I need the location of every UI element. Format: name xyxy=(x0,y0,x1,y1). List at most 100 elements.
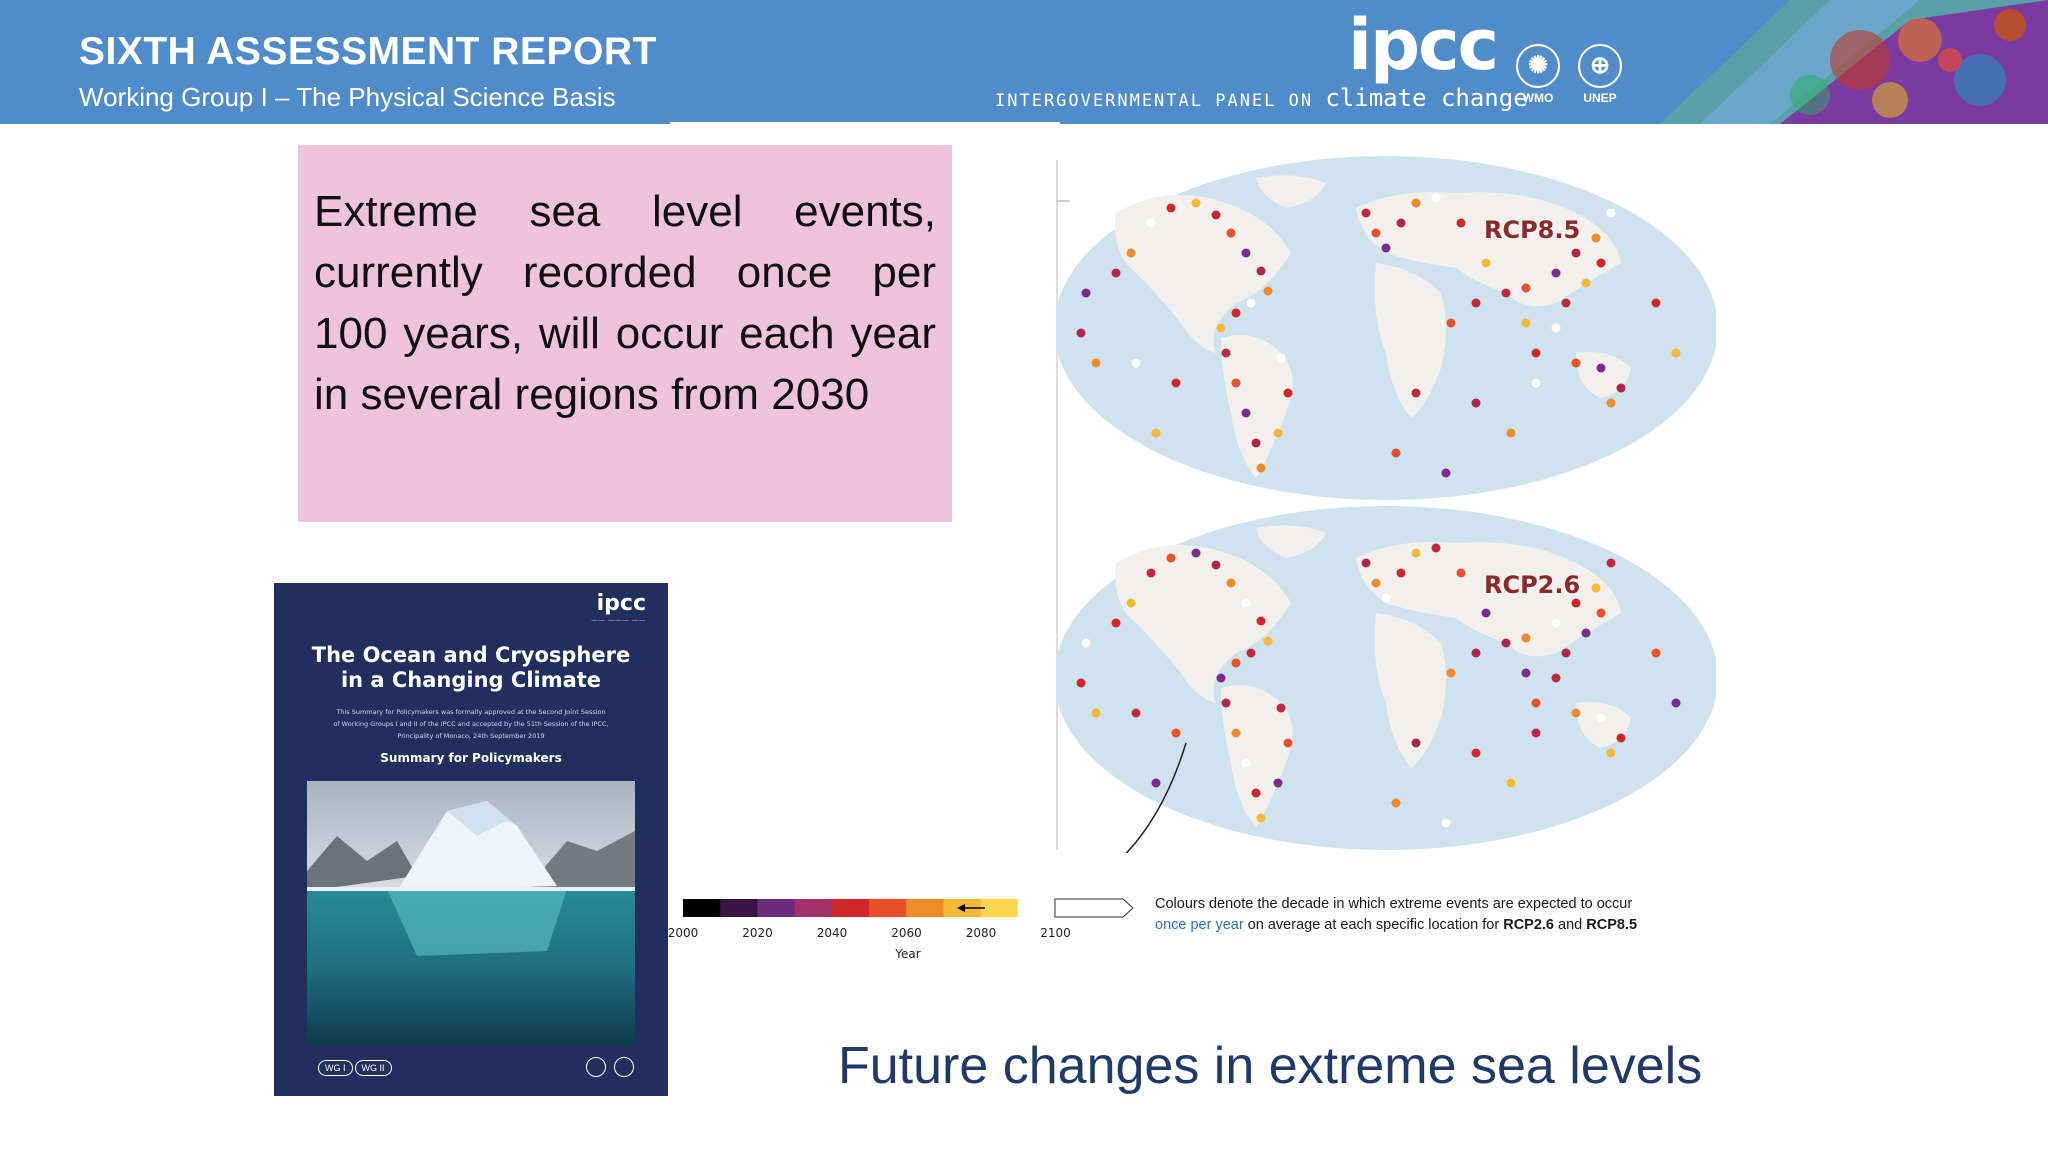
sea-level-marker xyxy=(1481,258,1491,268)
annotation-arrow xyxy=(1125,742,1187,853)
sea-level-marker xyxy=(1551,618,1561,628)
sea-level-marker xyxy=(1591,233,1601,243)
sea-level-marker xyxy=(1596,258,1606,268)
sea-level-marker xyxy=(1171,378,1181,388)
sea-level-marker xyxy=(1361,208,1371,218)
year-colour-bar: 2000 2020 2040 2060 2080 2100 Year xyxy=(668,898,1134,961)
cover-spm-label: Summary for Policymakers xyxy=(380,751,562,765)
sea-level-marker xyxy=(1441,818,1451,828)
sea-level-marker xyxy=(1521,668,1531,678)
sea-level-marker xyxy=(1256,616,1266,626)
map-label-rcp26: RCP2.6 xyxy=(1484,571,1580,599)
colour-bar-pointer-head xyxy=(957,904,965,912)
sea-level-marker xyxy=(1651,298,1661,308)
sea-level-marker xyxy=(1596,713,1606,723)
colour-bar-swatch xyxy=(980,899,1019,917)
sea-level-marker xyxy=(1151,778,1161,788)
colour-bar-swatch xyxy=(683,899,721,917)
cover-title-line2: in a Changing Climate xyxy=(340,668,602,692)
colour-bar-swatches xyxy=(683,899,1056,917)
sea-level-marker xyxy=(1081,638,1091,648)
sea-level-marker xyxy=(1241,598,1251,608)
sea-level-marker xyxy=(1076,678,1086,688)
sea-level-marker xyxy=(1531,698,1541,708)
sea-level-marker xyxy=(1191,198,1201,208)
sea-level-marker xyxy=(1501,288,1511,298)
sea-level-marker xyxy=(1606,208,1616,218)
sea-level-marker xyxy=(1191,548,1201,558)
sea-level-marker xyxy=(1091,358,1101,368)
map-caption: Colours denote the decade in which extre… xyxy=(1155,894,1675,936)
colour-bar-swatch xyxy=(794,899,833,917)
sea-level-marker xyxy=(1231,308,1241,318)
ipcc-tagline: INTERGOVERNMENTAL PANEL ON climate chang… xyxy=(995,84,1528,112)
colour-bar-swatch xyxy=(1017,899,1056,917)
sea-level-marker xyxy=(1616,383,1626,393)
sea-level-marker xyxy=(1216,673,1226,683)
sea-level-marker xyxy=(1596,608,1606,618)
sea-level-marker xyxy=(1531,728,1541,738)
sea-level-marker xyxy=(1501,638,1511,648)
sea-level-marker xyxy=(1606,558,1616,568)
sea-level-marker xyxy=(1246,648,1256,658)
sea-level-marker xyxy=(1283,738,1293,748)
sea-level-marker xyxy=(1381,593,1391,603)
colour-bar-swatch xyxy=(720,899,758,917)
sea-level-marker xyxy=(1551,673,1561,683)
sea-level-marker xyxy=(1446,318,1456,328)
sea-level-marker xyxy=(1216,323,1226,333)
sea-level-marker xyxy=(1471,398,1481,408)
sea-level-marker xyxy=(1391,798,1401,808)
colour-bar-ticks: 2000 2020 2040 2060 2080 2100 xyxy=(668,926,1071,940)
sea-level-marker xyxy=(1596,363,1606,373)
sea-level-marker xyxy=(1471,298,1481,308)
sea-level-marker xyxy=(1371,578,1381,588)
sea-level-marker xyxy=(1231,378,1241,388)
caption-mid: on average at each specific location for xyxy=(1247,917,1500,933)
sea-level-marker xyxy=(1091,708,1101,718)
sea-level-marker xyxy=(1263,636,1273,646)
sea-level-marker xyxy=(1506,778,1516,788)
sea-level-marker xyxy=(1561,298,1571,308)
sea-level-marker xyxy=(1151,428,1161,438)
caption-highlight: once per year xyxy=(1155,917,1244,933)
map-rcp26: RCP2.6 xyxy=(1056,506,1716,850)
sea-level-marker xyxy=(1241,248,1251,258)
unep-label: UNEP xyxy=(1583,91,1617,105)
sea-level-marker xyxy=(1111,618,1121,628)
wmo-label: WMO xyxy=(1522,91,1554,105)
colour-bar-swatch xyxy=(757,899,796,917)
sea-level-marker xyxy=(1571,708,1581,718)
map-frame-tick xyxy=(1056,200,1070,202)
sea-level-marker xyxy=(1283,388,1293,398)
sea-level-marker xyxy=(1551,268,1561,278)
sea-level-marker xyxy=(1411,738,1421,748)
colour-bar-tick-label: 2100 xyxy=(1040,926,1071,940)
sea-level-marker xyxy=(1111,268,1121,278)
sea-level-marker xyxy=(1081,288,1091,298)
colour-bar-axis-label: Year xyxy=(894,947,920,961)
sea-level-marker xyxy=(1231,728,1241,738)
sea-level-marker xyxy=(1371,228,1381,238)
sea-level-marker xyxy=(1171,728,1181,738)
cover-ipcc-logo: ipcc xyxy=(596,591,646,616)
sea-level-marker xyxy=(1396,218,1406,228)
sea-level-marker xyxy=(1671,698,1681,708)
map-frame-line xyxy=(1056,160,1058,850)
cover-org-logos xyxy=(586,1057,634,1077)
sea-level-marker xyxy=(1241,408,1251,418)
cover-iceberg-photo xyxy=(307,781,635,1045)
unep-logo: ⊕ UNEP xyxy=(1574,44,1626,105)
cover-subtitle: This Summary for Policymakers was formal… xyxy=(314,706,628,742)
colour-bar-tick-label: 2020 xyxy=(742,926,773,940)
sea-level-marker xyxy=(1166,203,1176,213)
sea-level-marker xyxy=(1551,323,1561,333)
sea-level-marker xyxy=(1211,560,1221,570)
sea-level-marker xyxy=(1251,788,1261,798)
sea-level-marker xyxy=(1221,348,1231,358)
colour-bar-tick-label: 2000 xyxy=(668,926,699,940)
sea-level-marker xyxy=(1606,748,1616,758)
sea-level-marker xyxy=(1571,358,1581,368)
sea-level-marker xyxy=(1166,553,1176,563)
sea-level-marker xyxy=(1146,218,1156,228)
